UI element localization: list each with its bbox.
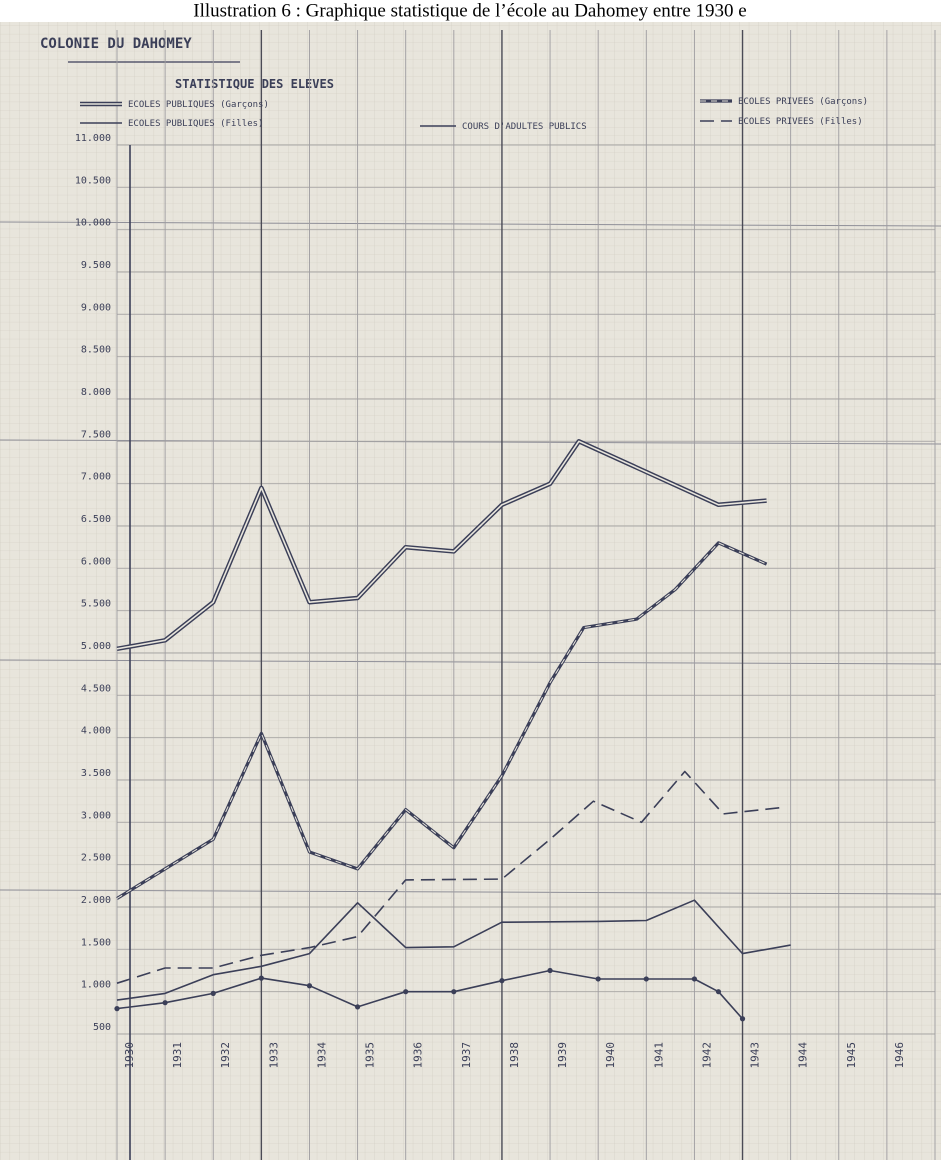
y-tick-label: 10.000	[75, 218, 111, 229]
y-tick-label: 2.500	[81, 853, 111, 864]
x-tick-label: 1941	[652, 1042, 665, 1069]
point	[211, 991, 216, 996]
y-tick-label: 500	[93, 1022, 111, 1033]
x-tick-label: 1942	[700, 1042, 713, 1069]
x-tick-label: 1933	[267, 1042, 280, 1069]
x-tick-label: 1943	[749, 1042, 762, 1069]
x-tick-label: 1939	[556, 1042, 569, 1069]
x-tick-label: 1945	[845, 1042, 858, 1069]
y-tick-label: 6.000	[81, 556, 111, 567]
x-tick-label: 1931	[171, 1042, 184, 1069]
y-tick-label: 10.500	[75, 175, 111, 186]
x-tick-label: 1937	[460, 1042, 473, 1069]
point	[451, 989, 456, 994]
paper-grid	[0, 22, 941, 1160]
point	[547, 968, 552, 973]
legend-label: ECOLES PUBLIQUES (Garçons)	[128, 100, 269, 110]
point	[644, 976, 649, 981]
x-tick-label: 1932	[219, 1042, 232, 1069]
point	[307, 983, 312, 988]
x-tick-label: 1935	[364, 1042, 377, 1069]
y-tick-label: 5.500	[81, 599, 111, 610]
x-tick-label: 1938	[508, 1042, 521, 1069]
point	[716, 989, 721, 994]
point	[355, 1004, 360, 1009]
x-tick-label: 1936	[412, 1042, 425, 1069]
y-tick-label: 1.500	[81, 937, 111, 948]
y-tick-label: 7.500	[81, 429, 111, 440]
y-tick-label: 7.000	[81, 472, 111, 483]
point	[403, 989, 408, 994]
point	[596, 976, 601, 981]
legend-label: COURS D'ADULTES PUBLICS	[462, 122, 587, 132]
point	[163, 1000, 168, 1005]
point	[740, 1016, 745, 1021]
colony: COLONIE DU DAHOMEY	[40, 36, 192, 52]
y-tick-label: 3.000	[81, 810, 111, 821]
x-tick-label: 1944	[797, 1042, 810, 1069]
caption: Illustration 6 : Graphique statistique d…	[193, 0, 746, 21]
y-tick-label: 8.000	[81, 387, 111, 398]
y-tick-label: 6.500	[81, 514, 111, 525]
point	[259, 976, 264, 981]
legend-label: ECOLES PRIVEES (Garçons)	[738, 97, 868, 107]
y-tick-label: 1.000	[81, 980, 111, 991]
point	[692, 976, 697, 981]
legend-label: ECOLES PUBLIQUES (Filles)	[128, 119, 263, 129]
y-tick-label: 11.000	[75, 133, 111, 144]
y-tick-label: 8.500	[81, 345, 111, 356]
x-tick-label: 1940	[604, 1042, 617, 1069]
y-tick-label: 4.000	[81, 726, 111, 737]
y-tick-label: 9.500	[81, 260, 111, 271]
y-tick-label: 9.000	[81, 302, 111, 313]
chart-title: STATISTIQUE DES ELEVES	[175, 77, 334, 91]
x-tick-label: 1946	[893, 1042, 906, 1069]
point	[114, 1006, 119, 1011]
point	[499, 978, 504, 983]
page: Illustration 6 : Graphique statistique d…	[0, 0, 941, 1160]
y-tick-label: 5.000	[81, 641, 111, 652]
y-tick-label: 4.500	[81, 683, 111, 694]
y-tick-label: 2.000	[81, 895, 111, 906]
x-tick-label: 1934	[315, 1042, 328, 1069]
legend-label: ECOLES PRIVEES (Filles)	[738, 117, 863, 127]
y-tick-label: 3.500	[81, 768, 111, 779]
